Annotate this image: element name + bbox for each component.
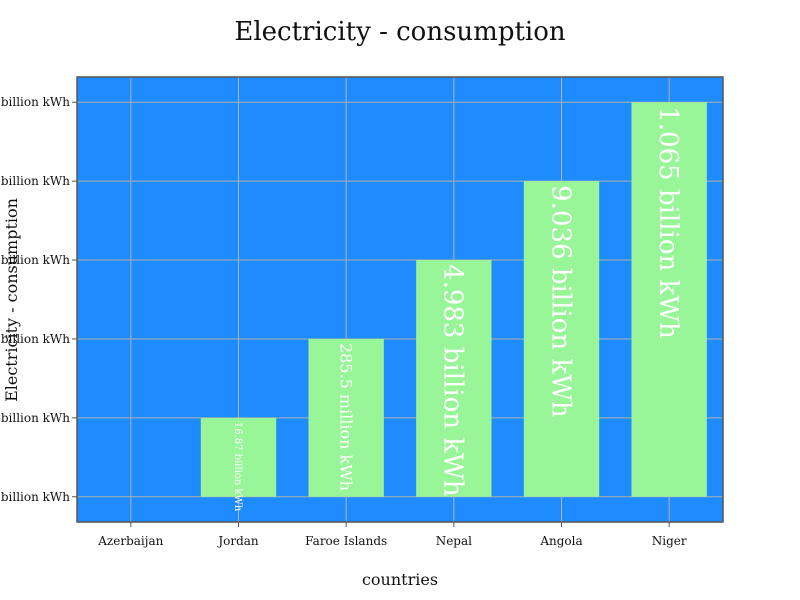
bar <box>631 102 707 497</box>
bar <box>200 417 277 497</box>
y-tick-label: billion kWh <box>1 174 70 188</box>
x-tick-label: Faroe Islands <box>305 534 387 548</box>
bar-labels: 16.87 billion kWh 285.5 million kWh 4.983 … <box>232 106 683 512</box>
plot-frame <box>76 76 724 523</box>
y-axis-ticks: billion kWh billion kWh billion kWh billion… <box>1 95 77 504</box>
bars <box>200 102 707 497</box>
y-tick-label: billion kWh <box>1 411 70 425</box>
y-tick-label: billion kWh <box>1 490 70 504</box>
x-tick-label: Angola <box>539 534 582 548</box>
x-tick-label: Azerbaijan <box>97 534 163 548</box>
y-axis-title: Electricity - consumption <box>2 198 21 402</box>
x-tick-label: Niger <box>652 534 687 548</box>
x-tick-label: Nepal <box>436 534 472 548</box>
x-tick-label: Jordan <box>216 534 259 548</box>
x-axis-title: countries <box>362 570 438 589</box>
bar-value-label: 4.983 billion kWh <box>438 264 468 497</box>
bar-value-label: 16.87 billion kWh <box>232 422 243 512</box>
bar-value-label: 9.036 billion kWh <box>545 185 575 418</box>
bar <box>416 260 492 497</box>
bar-value-label: 1.065 billion kWh <box>653 106 683 339</box>
plot-area <box>77 77 723 522</box>
y-tick-label: billion kWh <box>1 253 70 267</box>
bar-value-label: 285.5 million kWh <box>337 343 356 491</box>
chart-title: Electricity - consumption <box>234 17 566 47</box>
y-tick-label: billion kWh <box>1 332 70 346</box>
bar <box>308 338 384 497</box>
x-axis-ticks: Azerbaijan Jordan Faroe Islands Nepal Angola… <box>97 522 687 548</box>
bar <box>523 181 600 497</box>
y-tick-label: billion kWh <box>1 95 70 109</box>
